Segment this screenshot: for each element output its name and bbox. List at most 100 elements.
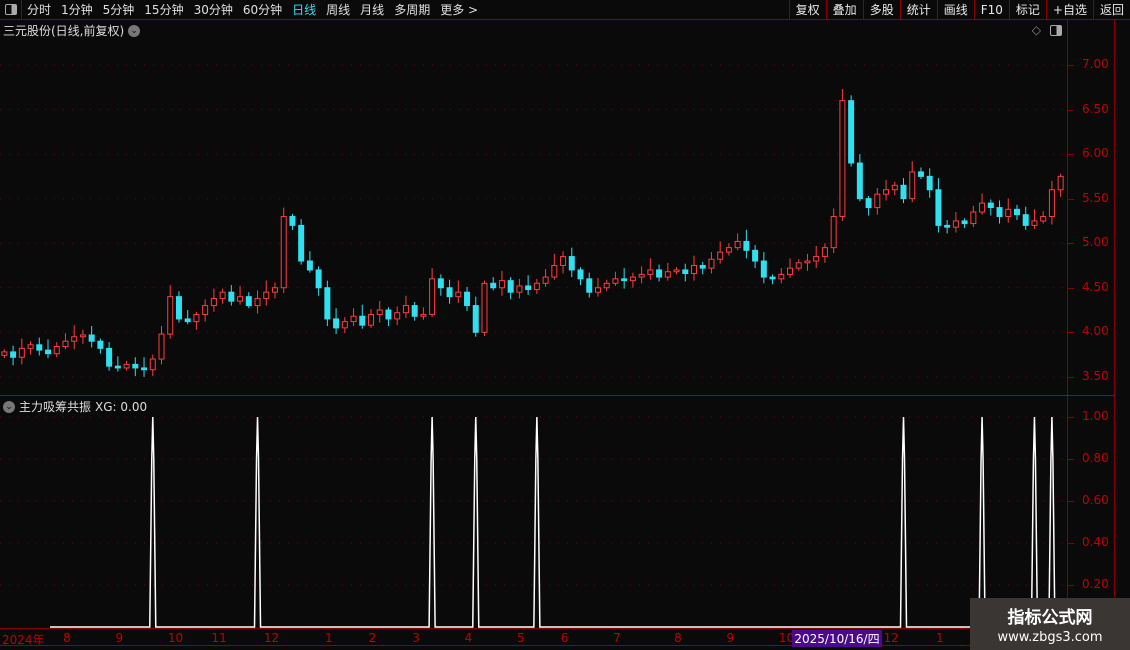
toolbar-button[interactable]: 返回 [1092,0,1130,20]
period-tab[interactable]: 分时 [27,3,52,17]
toolbar: 分时 1分钟 5分钟 15分钟 30分钟 60分钟 日线 周线 月线 多周期 更多 > 复权 叠加 多股… [0,0,1130,20]
candle [821,243,828,263]
candle [114,356,121,372]
panel-divider[interactable] [0,395,1115,396]
candle [18,338,25,365]
candle [36,337,43,356]
price-tick: 7.00 [1082,57,1109,71]
candle [586,272,593,298]
period-tab[interactable]: 5分钟 [102,3,135,17]
panel-layout-icon[interactable] [1049,24,1063,36]
price-tick: 6.00 [1082,146,1109,161]
candle [690,255,697,281]
candle [341,317,348,334]
candle [935,178,942,233]
candle [917,167,924,180]
candle [289,213,296,230]
candle [1,349,8,358]
period-tab[interactable]: 30分钟 [193,3,233,17]
toolbar-button[interactable]: 多股 [862,0,900,20]
candle [551,253,558,280]
date-label: 9 [115,631,124,645]
period-tab[interactable]: 周线 [326,3,351,17]
panel-toggle-icon[interactable] [0,0,22,20]
candle [996,200,1003,224]
candle [228,285,235,306]
candle [926,168,933,198]
date-label: 10 [167,631,184,645]
date-label: 12 [263,631,280,645]
candle [682,263,689,282]
candle [123,360,130,371]
watermark-url: www.zbgs3.com [997,630,1103,645]
toolbar-button[interactable]: 复权 [788,0,826,20]
period-tab[interactable]: 多周期 [394,3,431,17]
toolbar-button[interactable]: 统计 [899,0,937,20]
candle [900,178,907,204]
price-tick: 5.50 [1082,190,1109,205]
date-label: 5 [517,631,525,645]
chart-title: 三元股份(日线,前复权) ⌄ [3,22,141,39]
candle [909,161,916,203]
date-label: 2 [368,631,377,645]
indicator-tick: 0.80 [1082,451,1109,465]
candle [437,274,444,296]
toolbar-button[interactable]: +自选 [1045,0,1093,20]
candle [891,181,898,196]
candle [542,269,549,287]
period-tab[interactable]: 15分钟 [144,3,184,17]
price-chart-panel[interactable]: 三元股份(日线,前复权) ⌄ ◇ [0,20,1068,395]
candle [874,187,881,215]
candlestick-chart [0,64,1066,378]
candle [638,266,645,284]
indicator-tick: 0.40 [1082,535,1109,549]
candle [420,307,427,320]
toolbar-button[interactable]: 画线 [936,0,974,20]
candle [429,268,436,318]
date-label: 6 [560,631,569,645]
candle [568,247,575,278]
candle [725,243,732,256]
candle [734,233,741,251]
candle [71,325,78,350]
candle [97,338,104,354]
candle [525,275,532,295]
candle [612,271,619,286]
toolbar-button[interactable]: 标记 [1008,0,1046,20]
price-tick: 4.00 [1082,324,1109,339]
diamond-icon[interactable]: ◇ [1031,23,1041,37]
candle [1005,198,1012,223]
period-tab[interactable]: 日线 [292,3,317,17]
period-tab[interactable]: 60分钟 [242,3,283,17]
side-list [1115,20,1130,650]
stock-title: 三元股份(日线,前复权) [3,24,125,38]
candle [708,252,715,274]
candle [1022,206,1029,230]
candle [856,154,863,202]
candle [10,345,17,366]
watermark-title: 指标公式网 [1007,608,1093,628]
period-tab[interactable]: 1分钟 [61,3,93,17]
period-tab[interactable]: 更多 > [440,3,479,17]
watermark: 指标公式网 www.zbgs3.com [970,598,1130,650]
toolbar-button[interactable]: 叠加 [825,0,863,20]
candle [970,205,977,228]
candle [717,241,724,264]
date-label: 1 [324,631,333,645]
candle [1013,204,1020,221]
candle [263,280,270,306]
candle [359,304,366,329]
candle [787,258,794,278]
candle [577,267,584,286]
candle [245,292,252,309]
candle [769,274,776,285]
chevron-down-icon[interactable]: ⌄ [128,24,141,37]
indicator-panel[interactable]: ⌄ 主力吸筹共振 XG: 0.00 [0,396,1068,628]
candle [53,342,60,358]
xg-signal-line [50,416,1066,628]
candle [455,280,462,303]
price-tick: 3.50 [1082,368,1109,383]
period-tab[interactable]: 月线 [360,3,385,17]
chevron-down-icon[interactable]: ⌄ [3,400,15,413]
toolbar-button[interactable]: F10 [973,0,1009,20]
